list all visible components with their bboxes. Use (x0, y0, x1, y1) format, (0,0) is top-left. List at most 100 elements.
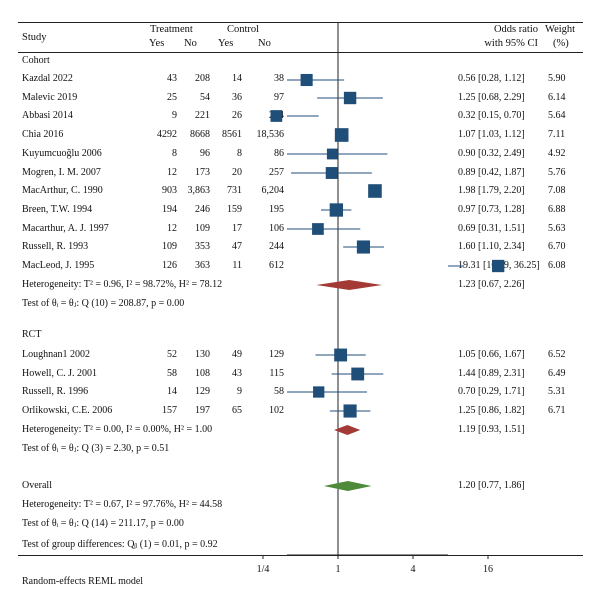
col-treatment-header: Treatment (150, 24, 193, 35)
treatment-yes: 14 (167, 386, 177, 397)
control-no: 102 (269, 405, 284, 416)
control-yes: 36 (232, 92, 242, 103)
weight-value: 6.08 (548, 260, 566, 271)
treatment-yes: 194 (162, 204, 177, 215)
cohort-heterogeneity: Heterogeneity: T² = 0.96, I² = 98.72%, H… (22, 279, 223, 290)
study-name: Chia 2016 (22, 129, 64, 140)
control-yes: 26 (232, 110, 242, 121)
control-yes: 20 (232, 167, 242, 178)
weight-value: 6.49 (548, 368, 566, 379)
study-name: MacArthur, C. 1990 (22, 185, 103, 196)
control-yes: 47 (232, 241, 242, 252)
overall-diamond (323, 481, 372, 491)
treatment-yes: 12 (167, 167, 177, 178)
control-yes: 731 (227, 185, 242, 196)
control-yes: 11 (232, 260, 242, 271)
control-yes: 159 (227, 204, 242, 215)
weight-value: 6.70 (548, 241, 566, 252)
pooled-diamond (334, 425, 361, 435)
rct-pooled-ci: 1.19 [0.93, 1.51] (458, 424, 525, 435)
group-differences-test: Test of group differences: Qᵦ (1) = 0.01… (22, 539, 218, 550)
col-weight-header-2: (%) (553, 38, 569, 49)
treatment-yes: 52 (167, 349, 177, 360)
col-control-yes-header: Yes (218, 38, 234, 49)
odds-ratio-ci: 0.89 [0.42, 1.87] (458, 167, 525, 178)
col-study-header: Study (22, 32, 47, 43)
weight-value: 6.52 (548, 349, 566, 360)
control-no: 58 (274, 386, 284, 397)
col-treatment-no-header: No (184, 38, 197, 49)
study-name: Loughnan1 2002 (22, 349, 91, 360)
odds-ratio-ci: 0.32 [0.15, 0.70] (458, 110, 525, 121)
weight-value: 5.76 (548, 167, 566, 178)
study-marker (325, 167, 338, 179)
treatment-yes: 58 (167, 368, 177, 379)
weight-value: 5.31 (548, 386, 566, 397)
control-yes: 8561 (222, 129, 242, 140)
control-yes: 43 (232, 368, 242, 379)
treatment-no: 3,863 (187, 185, 211, 196)
study-marker (368, 184, 382, 198)
study-name: Kuyumcuoğlu 2006 (22, 148, 102, 159)
control-yes: 9 (237, 386, 242, 397)
control-no: 129 (269, 349, 284, 360)
study-name: Orlikowski, C.E. 2006 (22, 405, 113, 416)
study-name: Malevic 2019 (22, 92, 78, 103)
odds-ratio-ci: 1.44 [0.89, 2.31] (458, 368, 525, 379)
col-treatment-yes-header: Yes (149, 38, 165, 49)
model-note: Random-effects REML model (22, 576, 144, 587)
control-no: 86 (274, 148, 284, 159)
study-marker (351, 367, 365, 381)
weight-value: 5.63 (548, 223, 566, 234)
control-yes: 49 (232, 349, 242, 360)
weight-value: 6.14 (548, 92, 566, 103)
control-no: 115 (269, 368, 284, 379)
rct-heterogeneity: Heterogeneity: T² = 0.00, I² = 0.00%, H²… (22, 424, 213, 435)
overall-test: Test of θᵢ = θⱼ: Q (14) = 211.17, p = 0.… (22, 518, 184, 529)
x-tick-label: 1 (336, 564, 341, 575)
x-tick-label: 1/4 (257, 564, 270, 575)
header-rule (18, 52, 583, 53)
weight-value: 5.64 (548, 110, 566, 121)
treatment-no: 8668 (190, 129, 210, 140)
control-yes: 17 (232, 223, 242, 234)
odds-ratio-ci: 1.05 [0.66, 1.67] (458, 349, 525, 360)
treatment-yes: 8 (172, 148, 177, 159)
study-marker (343, 404, 357, 418)
treatment-no: 108 (195, 368, 210, 379)
study-name: Kazdal 2022 (22, 73, 73, 84)
treatment-yes: 157 (162, 405, 177, 416)
weight-value: 4.92 (548, 148, 566, 159)
study-name: Macarthur, A. J. 1997 (22, 223, 109, 234)
treatment-no: 353 (195, 241, 210, 252)
study-name: Russell, R. 1996 (22, 386, 89, 397)
control-no: 6,204 (261, 185, 285, 196)
col-control-header: Control (227, 24, 260, 35)
study-name: Breen, T.W. 1994 (22, 204, 93, 215)
weight-value: 7.08 (548, 185, 566, 196)
col-or-header-2: with 95% CI (484, 38, 538, 49)
control-no: 18,536 (256, 129, 285, 140)
weight-value: 6.88 (548, 204, 566, 215)
group-label-cohort: Cohort (22, 55, 50, 66)
study-name: Abbasi 2014 (22, 110, 73, 121)
study-marker (326, 148, 338, 160)
treatment-yes: 12 (167, 223, 177, 234)
treatment-no: 129 (195, 386, 210, 397)
control-no: 106 (269, 223, 284, 234)
study-marker (334, 348, 348, 362)
treatment-no: 221 (195, 110, 210, 121)
odds-ratio-ci: 1.25 [0.68, 2.29] (458, 92, 525, 103)
odds-ratio-ci: 1.25 [0.86, 1.82] (458, 405, 525, 416)
odds-ratio-ci: 1.60 [1.10, 2.34] (458, 241, 525, 252)
study-marker (329, 203, 344, 217)
x-tick-label: 4 (411, 564, 416, 575)
treatment-yes: 43 (167, 73, 177, 84)
pooled-diamond (316, 280, 383, 290)
treatment-no: 130 (195, 349, 210, 360)
odds-ratio-ci: 0.97 [0.73, 1.28] (458, 204, 525, 215)
weight-value: 6.71 (548, 405, 566, 416)
study-name: Howell, C. J. 2001 (22, 368, 97, 379)
treatment-yes: 126 (162, 260, 177, 271)
